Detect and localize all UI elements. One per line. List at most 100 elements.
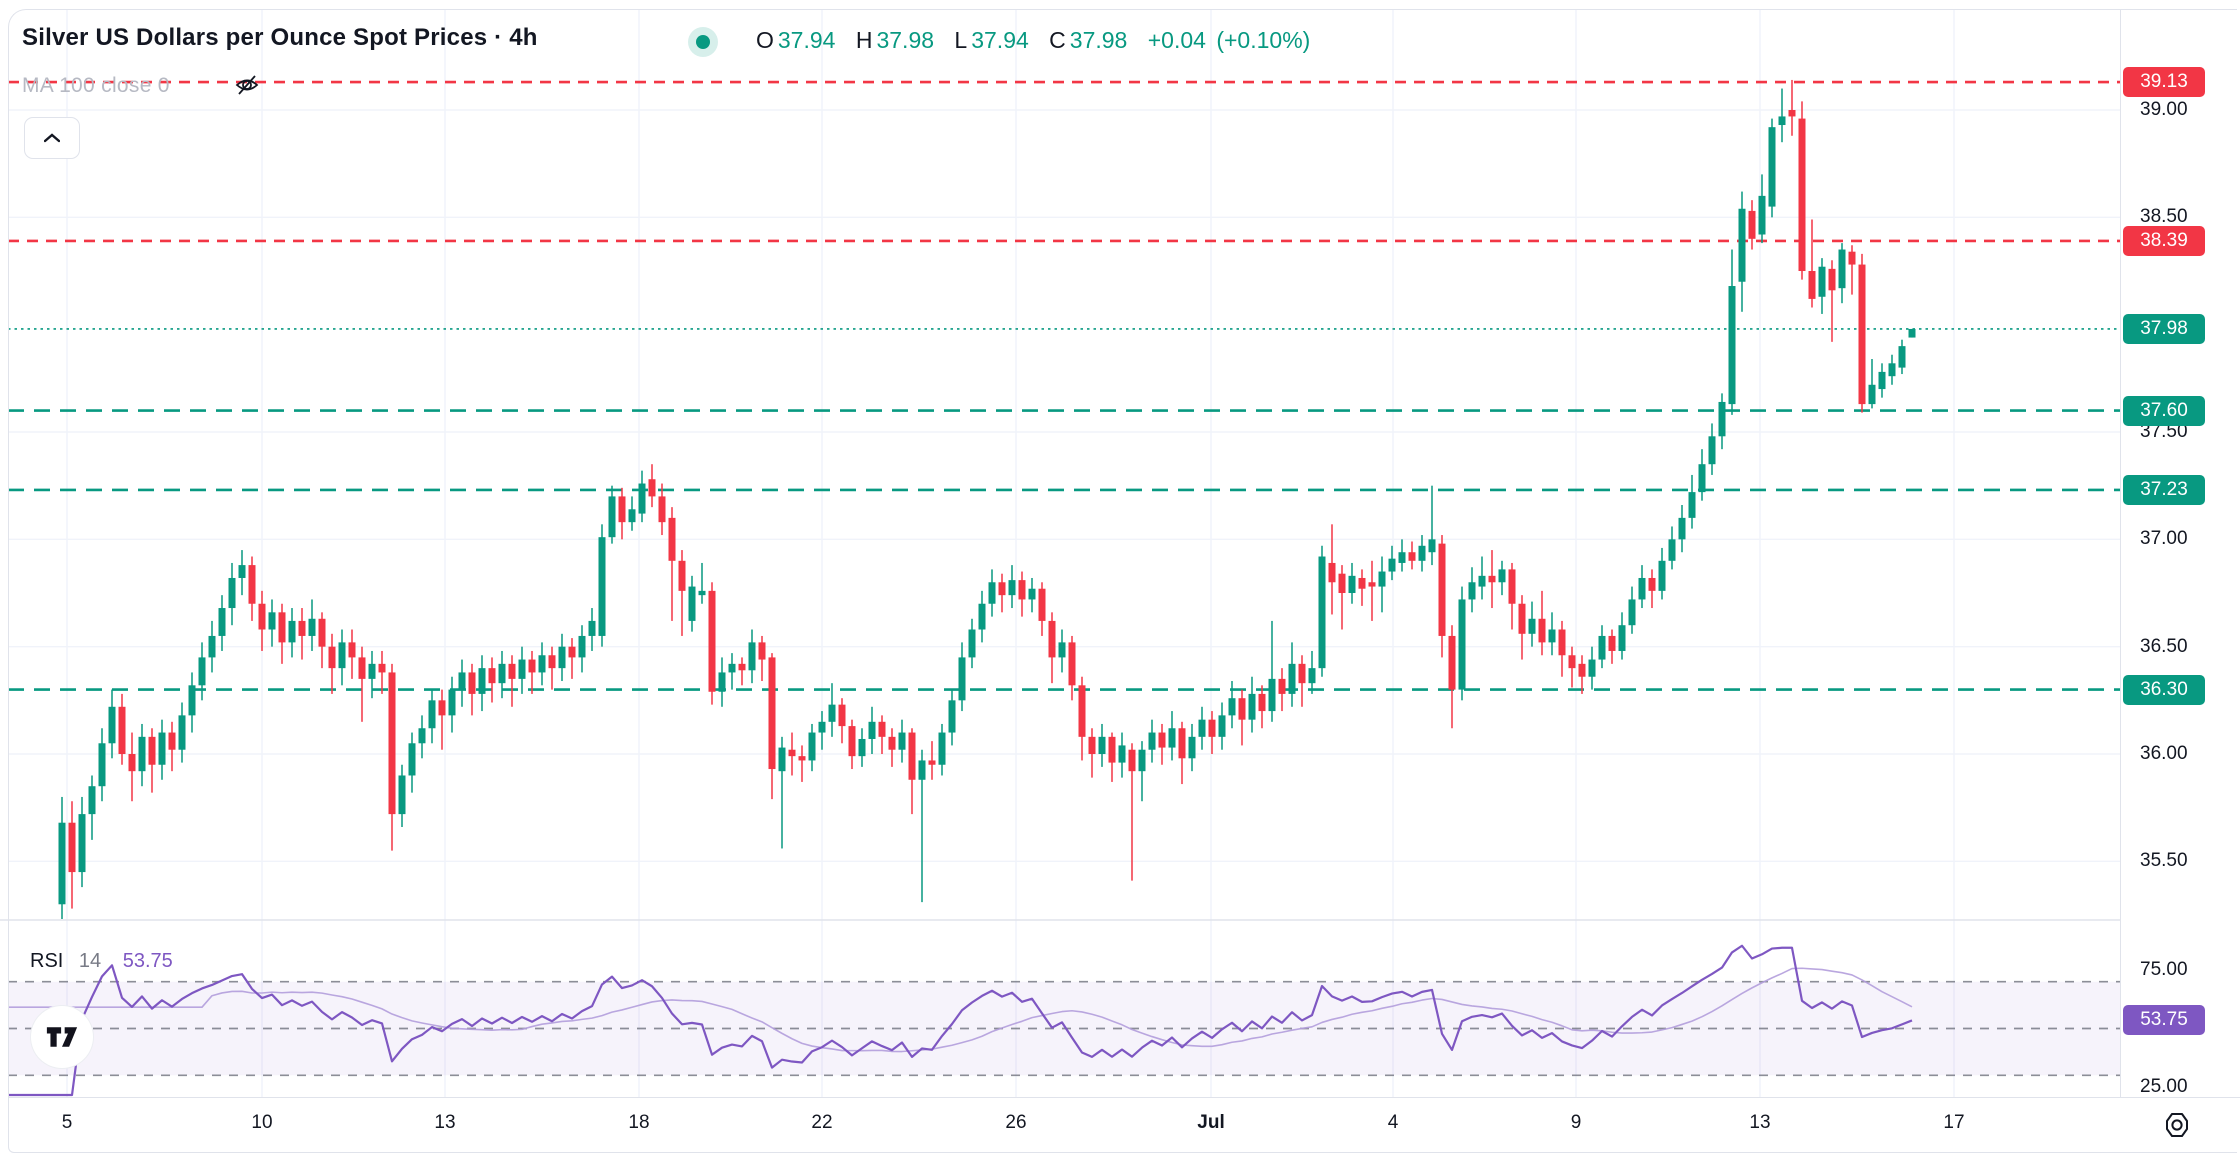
- high-label: H: [855, 27, 873, 53]
- price-axis-label-37.00: 37.00: [2140, 528, 2188, 550]
- current-price-badge-37.98[interactable]: 37.98: [2123, 313, 2205, 344]
- open-value: 37.94: [777, 27, 836, 53]
- time-tick-Jul[interactable]: Jul: [1197, 1112, 1225, 1133]
- tradingview-logo[interactable]: [31, 1006, 93, 1068]
- candle-body: [968, 629, 976, 658]
- candle-body: [1248, 693, 1256, 720]
- candle-body: [1908, 328, 1916, 338]
- candle-body: [518, 659, 526, 679]
- price-axis[interactable]: [2120, 9, 2240, 1151]
- candle-body: [1468, 582, 1476, 600]
- candle-body: [1048, 620, 1056, 658]
- candle-body: [548, 655, 556, 669]
- candle-body: [1398, 552, 1406, 563]
- ohlc-readout: O 37.94 H 37.98 L 37.94 C 37.98 +0.04 (+0.10…: [756, 27, 1314, 54]
- candle-body: [1168, 728, 1176, 748]
- candle-body: [1438, 543, 1446, 636]
- level-price-badge-36.30[interactable]: 36.30: [2123, 674, 2205, 705]
- time-tick-17[interactable]: 17: [1943, 1112, 1965, 1133]
- candle-body: [688, 586, 696, 621]
- candle-body: [1558, 629, 1566, 656]
- candle-body: [1408, 552, 1416, 561]
- candle-body: [298, 620, 306, 636]
- candle-body: [1448, 635, 1456, 690]
- candle-body: [598, 537, 606, 636]
- candle-body: [998, 582, 1006, 596]
- candle-body: [238, 565, 246, 578]
- candle-body: [308, 618, 316, 636]
- candle-body: [868, 721, 876, 739]
- candle-body: [58, 822, 66, 905]
- level-price-badge-37.23[interactable]: 37.23: [2123, 474, 2205, 505]
- candle-body: [538, 655, 546, 673]
- candle-body: [1478, 575, 1486, 587]
- candle-body: [68, 822, 76, 873]
- time-tick-13[interactable]: 13: [434, 1112, 456, 1133]
- candle-body: [1608, 635, 1616, 651]
- candle-body: [1018, 580, 1026, 600]
- low-label: L: [954, 27, 968, 53]
- low-value: 37.94: [971, 27, 1029, 53]
- candle-body: [938, 732, 946, 765]
- candle-body: [1538, 618, 1546, 643]
- settings-gear-icon[interactable]: [2160, 1108, 2194, 1142]
- eye-off-icon[interactable]: [232, 70, 262, 100]
- candle-body: [348, 642, 356, 658]
- candle-body: [408, 743, 416, 776]
- candle-body: [988, 582, 996, 604]
- time-axis[interactable]: [8, 1097, 2240, 1152]
- time-tick-10[interactable]: 10: [251, 1112, 273, 1133]
- collapse-pane-button[interactable]: [24, 117, 80, 159]
- candle-body: [1518, 603, 1526, 634]
- time-tick-26[interactable]: 26: [1005, 1112, 1027, 1133]
- candle-body: [1238, 698, 1246, 720]
- candle-body: [1078, 685, 1086, 737]
- change-value: +0.04: [1147, 27, 1206, 53]
- time-tick-4[interactable]: 4: [1387, 1112, 1399, 1133]
- candle-body: [258, 603, 266, 630]
- candle-body: [1738, 208, 1746, 282]
- candle-body: [1628, 599, 1636, 626]
- time-tick-18[interactable]: 18: [628, 1112, 650, 1133]
- rsi-legend: RSI 14 53.75: [30, 950, 173, 973]
- candle-body: [1798, 118, 1806, 272]
- level-price-badge-39.13[interactable]: 39.13: [2123, 67, 2205, 98]
- price-axis-label-36.50: 36.50: [2140, 635, 2188, 657]
- candle-body: [288, 620, 296, 643]
- candle-body: [318, 618, 326, 647]
- candle-body: [268, 612, 276, 630]
- candle-body: [208, 635, 216, 658]
- level-price-badge-37.60[interactable]: 37.60: [2123, 395, 2205, 426]
- candle-body: [1458, 599, 1466, 690]
- candle-body: [1188, 736, 1196, 759]
- candle-body: [898, 732, 906, 750]
- time-tick-5[interactable]: 5: [61, 1112, 73, 1133]
- candle-body: [1318, 556, 1326, 669]
- candle-body: [608, 496, 616, 538]
- price-axis-label-39.00: 39.00: [2140, 99, 2188, 120]
- rsi-name: RSI: [30, 950, 64, 972]
- time-tick-22[interactable]: 22: [811, 1112, 833, 1133]
- candle-body: [398, 775, 406, 815]
- rsi-value-badge[interactable]: 53.75: [2123, 1004, 2205, 1035]
- candle-body: [278, 612, 286, 643]
- candle-body: [558, 646, 566, 669]
- candle-body: [1388, 558, 1396, 572]
- candle-body: [1008, 580, 1016, 596]
- candle-body: [248, 565, 256, 604]
- close-label: C: [1049, 27, 1066, 53]
- candle-body: [1768, 127, 1776, 207]
- candle-body: [1098, 736, 1106, 755]
- candle-body: [188, 685, 196, 716]
- candle-body: [478, 668, 486, 694]
- level-price-badge-38.39[interactable]: 38.39: [2123, 225, 2205, 256]
- time-tick-9[interactable]: 9: [1570, 1112, 1582, 1133]
- candle-body: [1198, 719, 1206, 737]
- market-status-icon[interactable]: [688, 27, 718, 57]
- time-tick-13[interactable]: 13: [1749, 1112, 1771, 1133]
- candle-body: [78, 814, 86, 873]
- candle-body: [838, 704, 846, 727]
- price-axis-label-37.50: 37.50: [2140, 421, 2188, 442]
